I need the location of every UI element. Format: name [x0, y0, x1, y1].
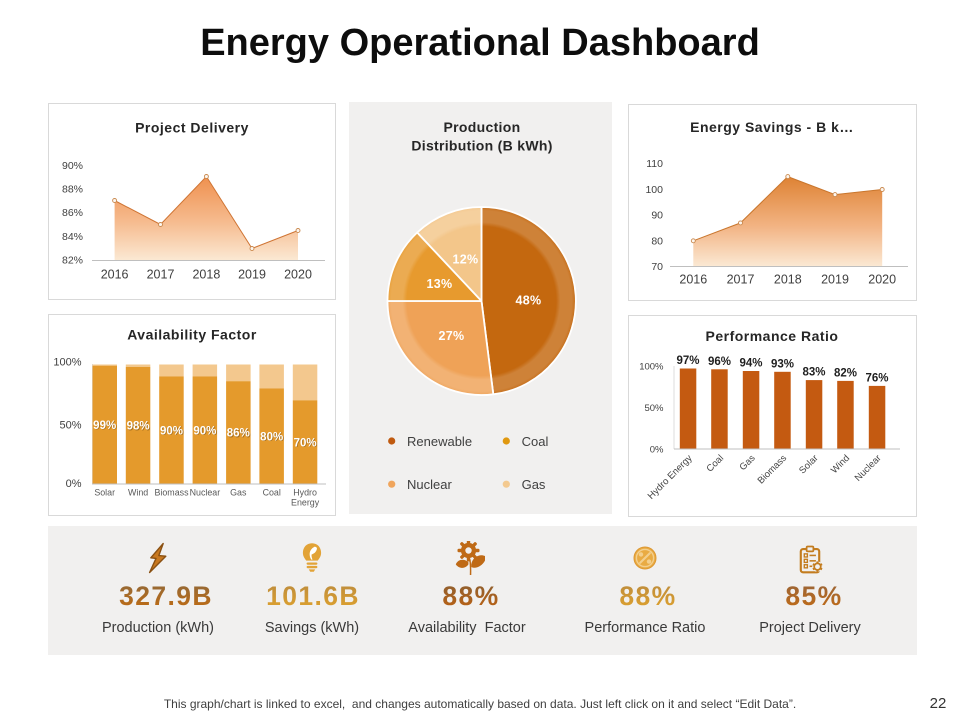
- svg-text:97%: 97%: [676, 355, 699, 367]
- svg-text:2019: 2019: [821, 273, 849, 287]
- svg-text:Gas: Gas: [230, 488, 247, 498]
- svg-text:98%: 98%: [127, 421, 150, 433]
- svg-text:76%: 76%: [865, 372, 888, 384]
- svg-text:90%: 90%: [193, 425, 216, 437]
- svg-text:0%: 0%: [66, 478, 82, 490]
- svg-text:2016: 2016: [101, 268, 129, 282]
- svg-text:70: 70: [651, 261, 663, 273]
- svg-text:13%: 13%: [427, 277, 453, 291]
- svg-text:2019: 2019: [238, 268, 266, 282]
- svg-text:100%: 100%: [639, 361, 664, 372]
- svg-text:86%: 86%: [227, 428, 250, 440]
- svg-text:Coal: Coal: [263, 488, 281, 498]
- svg-text:Performance Ratio: Performance Ratio: [706, 328, 839, 344]
- svg-text:2018: 2018: [192, 268, 220, 282]
- svg-text:90%: 90%: [194, 426, 217, 438]
- svg-text:Biomass: Biomass: [756, 453, 790, 487]
- svg-text:Wind: Wind: [128, 488, 148, 498]
- svg-text:82%: 82%: [62, 254, 83, 266]
- svg-text:2020: 2020: [868, 273, 896, 287]
- svg-text:Nuclear: Nuclear: [853, 453, 884, 484]
- svg-text:90%: 90%: [160, 425, 183, 437]
- svg-text:Hydro: Hydro: [293, 488, 317, 498]
- svg-text:Energy Savings - B k…: Energy Savings - B k…: [690, 119, 854, 135]
- svg-text:Project Delivery: Project Delivery: [135, 119, 249, 135]
- svg-text:90%: 90%: [161, 426, 184, 438]
- svg-text:Availability Factor: Availability Factor: [127, 327, 257, 343]
- svg-text:Nuclear: Nuclear: [407, 477, 452, 492]
- svg-text:98%: 98%: [127, 421, 150, 433]
- svg-text:Distribution (B kWh): Distribution (B kWh): [411, 138, 552, 154]
- svg-text:70%: 70%: [294, 437, 317, 449]
- svg-text:50%: 50%: [59, 420, 81, 432]
- svg-text:80%: 80%: [260, 431, 283, 443]
- svg-text:Biomass: Biomass: [154, 488, 189, 498]
- svg-text:86%: 86%: [228, 429, 251, 441]
- svg-text:Energy: Energy: [291, 498, 320, 508]
- svg-text:70%: 70%: [294, 438, 317, 450]
- svg-text:Solar: Solar: [797, 453, 820, 476]
- svg-text:86%: 86%: [62, 207, 83, 219]
- svg-text:2016: 2016: [679, 273, 707, 287]
- svg-text:88%: 88%: [62, 184, 83, 196]
- svg-text:2017: 2017: [727, 273, 755, 287]
- svg-text:99%: 99%: [94, 421, 117, 433]
- svg-text:99%: 99%: [93, 420, 116, 432]
- svg-text:90%: 90%: [62, 160, 83, 172]
- svg-text:2017: 2017: [147, 268, 175, 282]
- svg-text:Wind: Wind: [829, 453, 852, 476]
- svg-text:48%: 48%: [515, 293, 541, 307]
- svg-text:Coal: Coal: [522, 434, 549, 449]
- svg-text:0%: 0%: [650, 444, 664, 455]
- svg-text:93%: 93%: [771, 358, 794, 370]
- svg-text:94%: 94%: [739, 358, 762, 370]
- svg-text:80: 80: [651, 235, 663, 247]
- svg-text:Hydro Energy: Hydro Energy: [646, 453, 695, 502]
- svg-text:110: 110: [646, 158, 663, 170]
- svg-text:82%: 82%: [834, 367, 857, 379]
- svg-text:Solar: Solar: [94, 488, 115, 498]
- svg-text:80%: 80%: [261, 432, 284, 444]
- svg-text:96%: 96%: [708, 356, 731, 368]
- svg-text:83%: 83%: [802, 367, 825, 379]
- svg-text:Gas: Gas: [522, 477, 546, 492]
- svg-text:12%: 12%: [452, 252, 478, 266]
- svg-text:Production: Production: [444, 119, 521, 135]
- svg-text:100: 100: [645, 184, 663, 196]
- svg-text:Gas: Gas: [738, 453, 758, 473]
- svg-text:Renewable: Renewable: [407, 434, 472, 449]
- svg-text:2018: 2018: [774, 273, 802, 287]
- svg-text:Coal: Coal: [705, 453, 727, 475]
- svg-text:Nuclear: Nuclear: [190, 488, 221, 498]
- svg-text:84%: 84%: [62, 231, 83, 243]
- svg-text:100%: 100%: [53, 357, 81, 369]
- svg-text:90: 90: [651, 210, 663, 222]
- svg-text:2020: 2020: [284, 268, 312, 282]
- svg-text:50%: 50%: [644, 403, 664, 414]
- svg-text:27%: 27%: [438, 329, 464, 343]
